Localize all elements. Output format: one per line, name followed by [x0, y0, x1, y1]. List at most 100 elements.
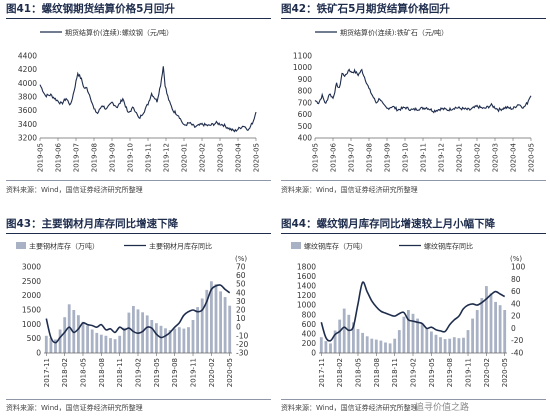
- x-tick-label: 2019-10: [402, 143, 410, 172]
- x-tick-label: 2020-05: [501, 358, 509, 387]
- figure-number: 图43：: [6, 218, 42, 230]
- x-tick-label: 2019-08: [366, 143, 374, 172]
- bar: [494, 301, 497, 353]
- y-left-tick-label: 3000: [22, 263, 41, 272]
- x-tick-label: 2020-03: [492, 143, 500, 172]
- y-tick-label: 400: [298, 134, 313, 143]
- bar: [122, 327, 126, 353]
- x-tick-label: 2020-02: [208, 358, 216, 387]
- bar: [90, 329, 94, 353]
- y-left-tick-label: 400: [302, 329, 317, 338]
- x-tick-label: 2018-11: [116, 358, 124, 387]
- x-tick-label: 2018-08: [98, 358, 106, 387]
- y-right-tick-label: 60: [236, 271, 246, 280]
- figure-title: 铁矿石5月期货结算价格回升: [316, 3, 450, 15]
- y-left-tick-label: 2000: [22, 291, 41, 300]
- figure-number: 图44：: [281, 218, 317, 230]
- x-tick-label: 2018-05: [354, 358, 362, 387]
- x-tick-label: 2017-11: [318, 358, 326, 387]
- y-tick-label: 4200: [18, 65, 37, 74]
- figure-title: 螺纹钢月库存同比增速较上月小幅下降: [316, 218, 496, 230]
- y-left-tick-label: 800: [302, 310, 317, 319]
- y-tick-label: 3200: [18, 134, 37, 143]
- bar: [81, 321, 85, 353]
- bar: [191, 320, 195, 353]
- x-tick-label: 2019-09: [109, 143, 117, 172]
- y-right-tick-label: 60: [511, 287, 521, 296]
- chart-fig44: 螺纹钢库存（万吨） 螺纹钢库存同比(%)020040060080010001200…: [291, 242, 526, 387]
- y-left-tick-label: 1500: [22, 306, 41, 315]
- y-right-tick-label: 40: [511, 299, 521, 308]
- x-tick-label: 2018-02: [61, 358, 69, 387]
- x-tick-label: 2020-01: [181, 143, 189, 172]
- x-tick-label: 2018-05: [79, 358, 87, 387]
- bar: [196, 307, 199, 353]
- x-tick-label: 2019-08: [171, 358, 179, 387]
- legend-label: 主要钢材库存（万吨）: [29, 242, 99, 251]
- bar: [498, 305, 502, 353]
- chart-fig41: 期货结算价(连续):螺纹钢（元/吨） 3200 3400 3600 3800 4000 42…: [18, 28, 261, 172]
- legend-label: 主要钢材月库存同比: [149, 242, 212, 251]
- y-tick-label: 3600: [18, 106, 37, 115]
- panel-title: 图41：螺纹钢期货结算价格5月回升: [6, 0, 271, 18]
- figure-title: 主要钢材月库存同比增速下降: [41, 218, 179, 230]
- bar: [457, 338, 461, 353]
- figure-number: 图41：: [6, 3, 42, 15]
- y-right-tick-label: 100: [511, 263, 526, 272]
- bar: [407, 310, 410, 353]
- footer-rule: [281, 399, 546, 400]
- bar: [223, 297, 227, 353]
- x-tick-label: 2019-08: [446, 358, 454, 387]
- bar: [168, 330, 172, 353]
- y-tick-label: 800: [298, 87, 313, 96]
- x-tick-label: 2019-02: [410, 358, 418, 387]
- source-note: 资料来源：Wind，国信证券经济研究所整理: [6, 404, 143, 412]
- bar: [333, 330, 337, 353]
- y-right-tick-label: -20: [236, 340, 248, 349]
- y-right-tick-label: -20: [511, 336, 523, 345]
- x-tick-label: 2019-08: [91, 143, 99, 172]
- y-right-tick-label: 0: [511, 324, 516, 333]
- title-rule: [281, 233, 546, 234]
- y-tick-label: 1100: [293, 52, 312, 61]
- legend-label: 螺纹钢库存同比: [424, 242, 473, 251]
- bar: [361, 332, 364, 353]
- bar: [155, 323, 158, 353]
- x-tick-label: 2019-06: [330, 142, 338, 172]
- bar: [448, 338, 452, 353]
- bar: [182, 328, 186, 353]
- series-line: [314, 68, 532, 114]
- panel-fig44: 图44：螺纹钢月库存同比增速较上月小幅下降 螺纹钢库存（万吨） 螺纹钢库存同比 (%…: [281, 215, 546, 418]
- x-tick-label: 2020-02: [199, 143, 207, 172]
- bar: [109, 338, 112, 353]
- source-note: 资料来源：Wind，国信证券经济研究所整理: [281, 186, 418, 194]
- title-rule: [6, 18, 271, 19]
- footer-rule: [6, 180, 271, 181]
- y-right-tick-label: 20: [511, 312, 521, 321]
- bar: [466, 330, 470, 353]
- footer-rule: [6, 399, 271, 400]
- bar: [127, 312, 131, 353]
- x-tick-label: 2019-07: [348, 143, 356, 172]
- bar: [150, 320, 154, 353]
- y-tick-label: 1000: [293, 63, 312, 72]
- x-tick-label: 2019-02: [135, 358, 143, 387]
- x-tick-label: 2018-11: [391, 358, 399, 387]
- panel-fig43: 图43：主要钢材月库存同比增速下降 主要钢材库存（万吨） 主要钢材月库存同比 (%)…: [6, 215, 271, 418]
- bar: [49, 338, 53, 353]
- y-tick-label: 900: [298, 75, 313, 84]
- x-tick-label: 2020-02: [474, 143, 482, 172]
- bar: [329, 343, 332, 353]
- bar: [352, 322, 355, 353]
- bar: [113, 339, 117, 353]
- bar: [480, 298, 484, 353]
- bar: [462, 337, 465, 353]
- bar: [145, 315, 149, 353]
- bar: [471, 318, 474, 353]
- panel-title: 图42：铁矿石5月期货结算价格回升: [281, 0, 546, 18]
- y-left-tick-label: 1600: [297, 272, 316, 281]
- watermark-text: 追寻价值之路: [415, 403, 470, 413]
- bar: [214, 284, 218, 353]
- bar: [228, 305, 232, 353]
- y-tick-label: 700: [298, 98, 313, 107]
